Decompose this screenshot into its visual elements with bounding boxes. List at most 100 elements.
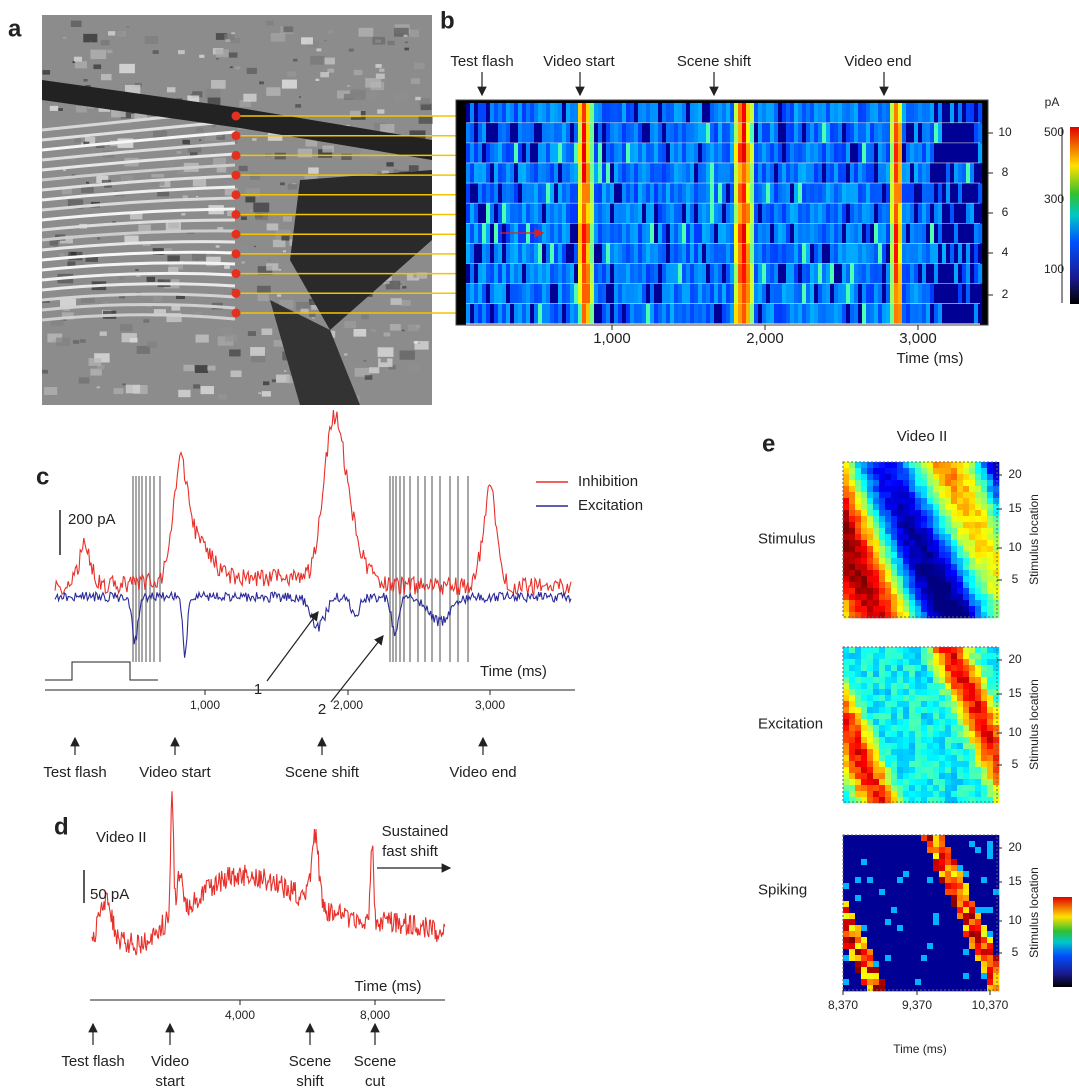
heatmap-cell bbox=[885, 979, 891, 985]
heatmap-cell bbox=[542, 143, 546, 163]
heatmap-cell bbox=[754, 224, 758, 244]
heatmap-cell bbox=[946, 123, 950, 143]
heatmap-cell bbox=[866, 264, 870, 284]
heatmap-cell bbox=[843, 791, 849, 797]
heatmap-cell bbox=[903, 510, 909, 516]
heatmap-cell bbox=[945, 835, 951, 841]
heatmap-cell bbox=[903, 773, 909, 779]
heatmap-cell bbox=[714, 103, 718, 123]
heatmap-cell bbox=[945, 713, 951, 719]
photo-texture bbox=[165, 160, 175, 166]
heatmap-cell bbox=[921, 725, 927, 731]
heatmap-cell bbox=[654, 203, 658, 223]
heatmap-cell bbox=[939, 913, 945, 919]
heatmap-cell bbox=[542, 304, 546, 324]
heatmap-cell bbox=[915, 967, 921, 973]
heatmap-cell bbox=[834, 183, 838, 203]
panel-title: Video II bbox=[96, 829, 147, 846]
heatmap-cell bbox=[975, 665, 981, 671]
heatmap-cell bbox=[927, 492, 933, 498]
heatmap-cell bbox=[933, 949, 939, 955]
heatmap-cell bbox=[879, 659, 885, 665]
heatmap-cell bbox=[939, 522, 945, 528]
heatmap-cell bbox=[933, 847, 939, 853]
heatmap-cell bbox=[933, 743, 939, 749]
heatmap-cell bbox=[930, 183, 934, 203]
heatmap-cell bbox=[746, 183, 750, 203]
heatmap-cell bbox=[867, 677, 873, 683]
heatmap-cell bbox=[654, 163, 658, 183]
heatmap-cell bbox=[842, 143, 846, 163]
photo-texture bbox=[71, 21, 82, 27]
heatmap-cell bbox=[838, 143, 842, 163]
heatmap-cell bbox=[934, 284, 938, 304]
heatmap-cell bbox=[867, 931, 873, 937]
heatmap-cell bbox=[849, 943, 855, 949]
heatmap-cell bbox=[754, 264, 758, 284]
heatmap-cell bbox=[891, 973, 897, 979]
heatmap-cell bbox=[963, 498, 969, 504]
heatmap-cell bbox=[939, 558, 945, 564]
heatmap-cell bbox=[939, 791, 945, 797]
heatmap-cell bbox=[598, 244, 602, 264]
heatmap-cell bbox=[927, 791, 933, 797]
heatmap-cell bbox=[891, 731, 897, 737]
heatmap-cell bbox=[975, 683, 981, 689]
heatmap-cell bbox=[849, 582, 855, 588]
heatmap-cell bbox=[903, 731, 909, 737]
heatmap-cell bbox=[843, 474, 849, 480]
heatmap-cell bbox=[909, 889, 915, 895]
heatmap-cell bbox=[993, 919, 999, 925]
heatmap-cell bbox=[987, 955, 993, 961]
heatmap-cell bbox=[975, 546, 981, 552]
heatmap-cell bbox=[574, 304, 578, 324]
heatmap-cell bbox=[921, 498, 927, 504]
heatmap-cell bbox=[879, 925, 885, 931]
heatmap-cell bbox=[963, 907, 969, 913]
heatmap-cell bbox=[602, 224, 606, 244]
heatmap-cell bbox=[921, 546, 927, 552]
heatmap-cell bbox=[774, 123, 778, 143]
heatmap-cell bbox=[798, 244, 802, 264]
heatmap-cell bbox=[894, 304, 898, 324]
heatmap-cell bbox=[897, 606, 903, 612]
heatmap-cell bbox=[963, 979, 969, 985]
heatmap-cell bbox=[843, 594, 849, 600]
heatmap-cell bbox=[957, 853, 963, 859]
heatmap-cell bbox=[975, 949, 981, 955]
heatmap-cell bbox=[957, 647, 963, 653]
heatmap-cell bbox=[843, 653, 849, 659]
heatmap-cell bbox=[722, 103, 726, 123]
heatmap-cell bbox=[966, 304, 970, 324]
heatmap-cell bbox=[939, 767, 945, 773]
heatmap-cell bbox=[879, 486, 885, 492]
heatmap-cell bbox=[993, 564, 999, 570]
heatmap-cell bbox=[486, 183, 490, 203]
heatmap-cell bbox=[867, 737, 873, 743]
heatmap-cell bbox=[867, 492, 873, 498]
heatmap-cell bbox=[654, 183, 658, 203]
heatmap-cell bbox=[867, 731, 873, 737]
heatmap-cell bbox=[554, 183, 558, 203]
heatmap-cell bbox=[951, 516, 957, 522]
photo-texture bbox=[419, 98, 430, 105]
heatmap-cell bbox=[873, 731, 879, 737]
heatmap-cell bbox=[975, 588, 981, 594]
heatmap-cell bbox=[933, 594, 939, 600]
heatmap-cell bbox=[530, 304, 534, 324]
heatmap-cell bbox=[674, 183, 678, 203]
heatmap-cell bbox=[574, 103, 578, 123]
heatmap-cell bbox=[945, 755, 951, 761]
photo-texture bbox=[283, 216, 292, 221]
heatmap-cell bbox=[758, 284, 762, 304]
heatmap-cell bbox=[742, 264, 746, 284]
heatmap-cell bbox=[746, 103, 750, 123]
heatmap-cell bbox=[867, 907, 873, 913]
heatmap-cell bbox=[993, 713, 999, 719]
heatmap-cell bbox=[702, 143, 706, 163]
heatmap-cell bbox=[939, 671, 945, 677]
heatmap-cell bbox=[858, 224, 862, 244]
x-tick-label: 1,000 bbox=[190, 698, 220, 712]
heatmap-cell bbox=[870, 143, 874, 163]
heatmap-cell bbox=[963, 689, 969, 695]
